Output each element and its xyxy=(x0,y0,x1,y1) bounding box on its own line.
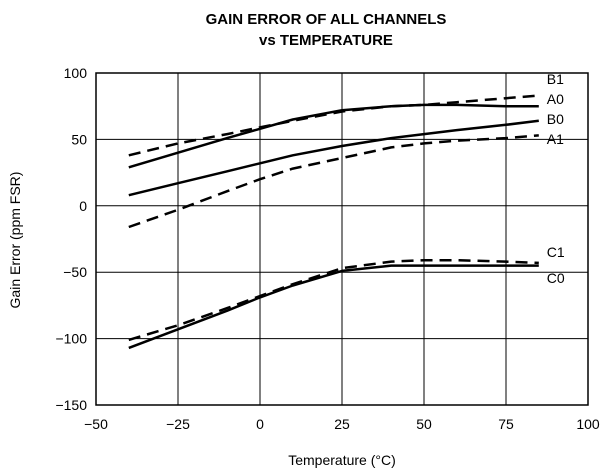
y-axis-label: Gain Error (ppm FSR) xyxy=(7,172,23,309)
series-line-a1 xyxy=(128,134,539,229)
series-line-b1 xyxy=(128,94,539,157)
series-line-c0 xyxy=(128,264,539,350)
x-tick-label: 75 xyxy=(498,416,514,432)
x-tick-label: 0 xyxy=(256,416,264,432)
y-tick-labels: −150 −100 −50 0 50 100 xyxy=(55,65,87,413)
x-tick-labels: −50 −25 0 25 50 75 100 xyxy=(84,416,600,432)
series-label-c1: C1 xyxy=(547,244,565,260)
series-label-b0: B0 xyxy=(547,111,564,127)
x-axis-label: Temperature (°C) xyxy=(288,452,396,468)
y-tick-label: 50 xyxy=(71,131,87,147)
y-tick-label: 0 xyxy=(79,198,87,214)
x-tick-label: −25 xyxy=(166,416,190,432)
y-tick-label: 100 xyxy=(64,65,88,81)
y-tick-label: −150 xyxy=(55,397,87,413)
series-label-c0: C0 xyxy=(547,270,565,286)
series-line-b0 xyxy=(128,119,539,197)
series-labels: B1 A0 B0 A1 C1 C0 xyxy=(547,71,565,286)
chart-title-line-1: GAIN ERROR OF ALL CHANNELS xyxy=(206,11,447,28)
series-label-b1: B1 xyxy=(547,71,564,87)
x-tick-label: 25 xyxy=(334,416,350,432)
series-line-c1 xyxy=(128,258,539,342)
series-line-a0 xyxy=(128,103,539,169)
x-tick-label: 100 xyxy=(576,416,600,432)
y-tick-label: −50 xyxy=(63,264,87,280)
y-tick-label: −100 xyxy=(55,331,87,347)
series-label-a1: A1 xyxy=(547,131,564,147)
x-tick-label: 50 xyxy=(416,416,432,432)
plot-frame xyxy=(95,72,589,406)
chart-title-line-2: vs TEMPERATURE xyxy=(259,32,393,49)
series-lines xyxy=(128,94,539,350)
series-label-a0: A0 xyxy=(547,91,564,107)
x-tick-label: −50 xyxy=(84,416,108,432)
